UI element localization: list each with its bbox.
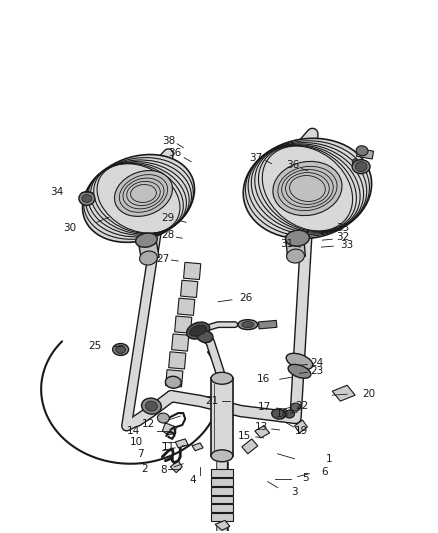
Text: 8: 8 [160, 465, 167, 475]
Ellipse shape [82, 155, 194, 243]
Text: 38: 38 [162, 136, 175, 146]
Text: 20: 20 [363, 389, 376, 399]
Ellipse shape [273, 161, 342, 216]
Polygon shape [170, 461, 182, 473]
Text: 29: 29 [162, 213, 175, 223]
Text: 36: 36 [169, 148, 182, 158]
Text: 30: 30 [64, 223, 77, 233]
Polygon shape [138, 236, 159, 261]
Ellipse shape [145, 401, 157, 411]
Text: 35: 35 [336, 223, 350, 233]
Text: 24: 24 [311, 358, 324, 368]
Ellipse shape [290, 403, 300, 411]
Text: 28: 28 [162, 230, 175, 240]
Polygon shape [169, 352, 186, 369]
Text: 26: 26 [239, 293, 252, 303]
Ellipse shape [243, 138, 371, 239]
Text: 15: 15 [238, 431, 251, 441]
Polygon shape [211, 469, 233, 477]
Ellipse shape [238, 320, 258, 329]
Polygon shape [255, 426, 270, 438]
Polygon shape [215, 520, 230, 530]
Text: 21: 21 [205, 396, 219, 406]
Ellipse shape [286, 353, 313, 369]
Polygon shape [177, 298, 195, 316]
Ellipse shape [136, 233, 157, 247]
Ellipse shape [79, 191, 95, 205]
Ellipse shape [242, 321, 254, 328]
Ellipse shape [140, 251, 157, 265]
Text: 5: 5 [302, 473, 309, 483]
Ellipse shape [356, 146, 368, 156]
Ellipse shape [211, 450, 233, 462]
Polygon shape [242, 439, 258, 454]
Ellipse shape [285, 410, 294, 418]
Polygon shape [211, 478, 233, 486]
Ellipse shape [286, 249, 304, 263]
Polygon shape [175, 316, 192, 333]
Ellipse shape [272, 409, 286, 419]
Polygon shape [286, 235, 305, 258]
Ellipse shape [114, 171, 173, 216]
Polygon shape [211, 487, 233, 495]
Ellipse shape [113, 343, 129, 356]
Text: 10: 10 [130, 437, 143, 447]
Text: 12: 12 [142, 419, 155, 429]
Ellipse shape [166, 376, 181, 388]
Text: 25: 25 [88, 342, 102, 351]
Ellipse shape [187, 322, 210, 339]
Polygon shape [211, 496, 233, 504]
Text: 11: 11 [162, 442, 175, 452]
Text: 37: 37 [249, 152, 262, 163]
Text: 33: 33 [341, 240, 354, 250]
Circle shape [352, 159, 358, 165]
Text: 36: 36 [286, 160, 299, 169]
Text: 32: 32 [336, 232, 350, 242]
Ellipse shape [211, 373, 233, 384]
Text: 14: 14 [127, 426, 140, 436]
Text: 1: 1 [326, 454, 332, 464]
Text: 22: 22 [295, 401, 308, 411]
Polygon shape [211, 513, 233, 521]
Text: 4: 4 [190, 475, 197, 484]
Text: 3: 3 [291, 487, 298, 497]
Text: 18: 18 [276, 409, 289, 419]
Polygon shape [332, 385, 355, 401]
Text: 6: 6 [321, 467, 328, 477]
Text: 23: 23 [311, 366, 324, 376]
Text: 7: 7 [137, 449, 144, 459]
Ellipse shape [286, 230, 309, 246]
Polygon shape [180, 280, 198, 297]
Polygon shape [172, 334, 189, 351]
Polygon shape [211, 504, 233, 512]
Ellipse shape [352, 160, 370, 174]
Text: 31: 31 [280, 239, 293, 249]
Polygon shape [192, 443, 203, 451]
Ellipse shape [190, 325, 207, 336]
Ellipse shape [288, 365, 311, 378]
Polygon shape [211, 378, 233, 456]
Text: 19: 19 [295, 426, 308, 436]
Ellipse shape [197, 330, 213, 343]
Text: 13: 13 [255, 422, 268, 432]
Ellipse shape [141, 398, 161, 414]
Text: 27: 27 [157, 254, 170, 264]
Polygon shape [357, 148, 374, 159]
Text: 2: 2 [141, 464, 148, 474]
Polygon shape [166, 370, 183, 387]
Ellipse shape [355, 161, 367, 172]
Text: 17: 17 [258, 402, 271, 412]
Polygon shape [184, 262, 201, 280]
Text: 16: 16 [257, 374, 270, 384]
Ellipse shape [157, 413, 170, 423]
Polygon shape [175, 439, 188, 448]
Text: 34: 34 [50, 188, 64, 197]
Ellipse shape [82, 195, 92, 203]
Polygon shape [258, 320, 277, 329]
Ellipse shape [116, 345, 126, 353]
Polygon shape [294, 420, 307, 433]
Polygon shape [162, 423, 176, 435]
